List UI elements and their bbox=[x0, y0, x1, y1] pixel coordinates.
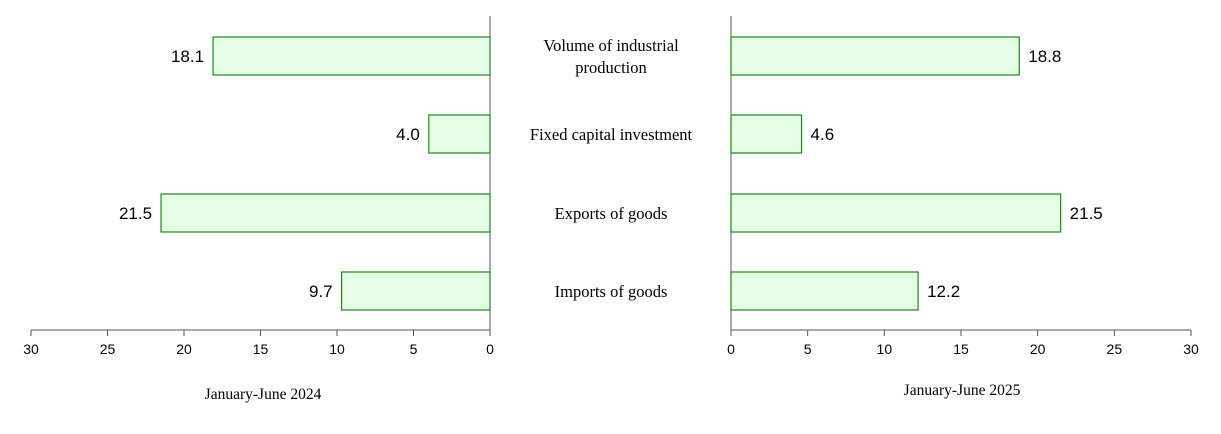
right-x-tick-label: 20 bbox=[1030, 341, 1046, 357]
left-bar-0 bbox=[212, 36, 491, 76]
right-x-tick-label: 25 bbox=[1107, 341, 1123, 357]
left-data-label-2: 21.5 bbox=[119, 204, 152, 223]
right-data-label-1: 4.6 bbox=[811, 125, 835, 144]
category-label: Volume of industrial bbox=[543, 36, 679, 55]
right-bar-0 bbox=[730, 36, 1020, 76]
left-data-label-1: 4.0 bbox=[396, 125, 420, 144]
left-series-name: January-June 2024 bbox=[205, 386, 322, 403]
right-data-label-2: 21.5 bbox=[1070, 204, 1103, 223]
right-x-tick-label: 15 bbox=[953, 341, 969, 357]
right-series-name: January-June 2025 bbox=[904, 382, 1021, 399]
left-bar-1 bbox=[428, 114, 491, 154]
left-x-tick-label: 0 bbox=[486, 341, 494, 357]
left-x-tick-label: 25 bbox=[100, 341, 116, 357]
left-data-label-3: 9.7 bbox=[309, 282, 333, 301]
right-bar-3 bbox=[730, 271, 919, 311]
left-data-label-0: 18.1 bbox=[171, 47, 204, 66]
right-bar-1 bbox=[730, 114, 803, 154]
category-label: Imports of goods bbox=[555, 282, 668, 301]
category-label: Fixed capital investment bbox=[530, 125, 693, 144]
right-x-tick-label: 30 bbox=[1183, 341, 1199, 357]
left-bar-3 bbox=[340, 271, 491, 311]
right-data-label-3: 12.2 bbox=[927, 282, 960, 301]
right-x-tick-label: 0 bbox=[727, 341, 735, 357]
category-label: production bbox=[575, 58, 647, 77]
right-data-label-0: 18.8 bbox=[1028, 47, 1061, 66]
left-x-tick-label: 30 bbox=[23, 341, 39, 357]
right-bar-2 bbox=[730, 193, 1062, 233]
left-x-tick-label: 10 bbox=[329, 341, 345, 357]
left-x-tick-label: 15 bbox=[253, 341, 269, 357]
right-x-tick-label: 10 bbox=[877, 341, 893, 357]
left-x-tick-label: 5 bbox=[410, 341, 418, 357]
left-bar-2 bbox=[160, 193, 491, 233]
category-labels: Volume of industrial production Fixed capi… bbox=[530, 36, 693, 301]
right-panel-2025: 0 5 10 15 20 25 30 18.8 4.6 21.5 12.2 January-June … bbox=[727, 16, 1199, 399]
left-x-tick-label: 20 bbox=[176, 341, 192, 357]
right-x-tick-label: 5 bbox=[804, 341, 812, 357]
left-panel-2024: 0 5 10 15 20 25 30 18.1 4.0 21.5 9.7 January-June 2… bbox=[23, 16, 494, 403]
category-label: Exports of goods bbox=[555, 204, 668, 223]
